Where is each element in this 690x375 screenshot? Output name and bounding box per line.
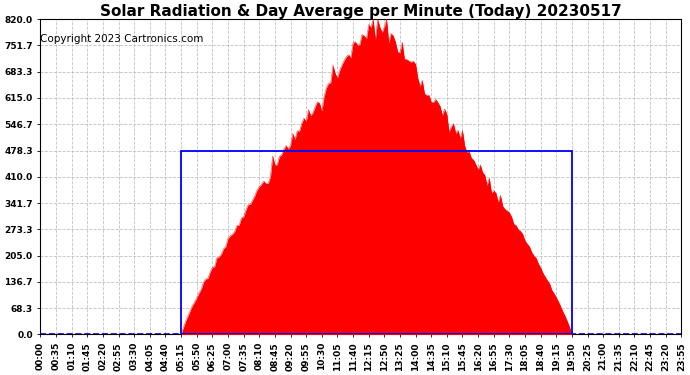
Text: Copyright 2023 Cartronics.com: Copyright 2023 Cartronics.com bbox=[41, 34, 204, 44]
Title: Solar Radiation & Day Average per Minute (Today) 20230517: Solar Radiation & Day Average per Minute… bbox=[100, 4, 622, 19]
Bar bbox=[181, 150, 572, 334]
